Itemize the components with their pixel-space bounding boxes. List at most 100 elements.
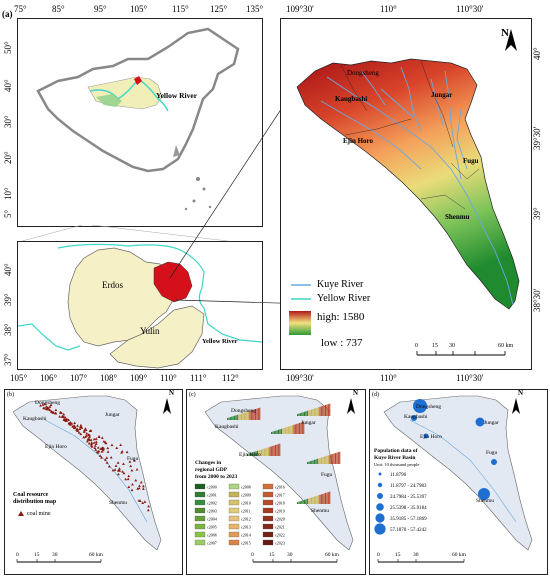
coal-mine-marker [130, 468, 134, 472]
legend-kuye-river: Kuye River [317, 279, 364, 290]
gdp-bar [302, 412, 304, 416]
coal-mine-marker [110, 443, 114, 447]
coal-mine-marker [98, 454, 102, 457]
gdp-bar [279, 443, 281, 456]
gdp-bar [319, 406, 321, 416]
legend-low: low : 737 [321, 337, 363, 349]
gdp-legend-label: c2020 [275, 517, 285, 522]
coal-mine-marker [67, 418, 71, 422]
lon-tick: 108° [100, 373, 118, 383]
gdp-bar [325, 493, 327, 504]
gdp-bar [236, 414, 238, 420]
gdp-bar [313, 496, 315, 504]
gdp-bar [312, 497, 314, 504]
gdp-bar [319, 457, 321, 464]
gdp-legend-swatch [228, 515, 240, 522]
china-yellow-river-label: Yellow River [156, 91, 198, 100]
lat-tick: 39°30' [532, 126, 542, 150]
coal-mine-marker [119, 443, 123, 447]
gdp-legend-swatch [262, 507, 274, 514]
coal-mine-marker [141, 501, 145, 505]
gdp-legend-label: c2005 [207, 525, 217, 530]
gdp-bar [246, 411, 248, 420]
coal-mine-marker [92, 437, 96, 441]
coal-mine-marker [118, 467, 121, 470]
gdp-legend-label: c2014 [241, 533, 251, 538]
dem-map-panel: Dongsheng Kaugbashi Jungar Ejin Horo Fug… [280, 18, 532, 370]
coal-mine-marker [77, 431, 81, 434]
coal-mine-marker [102, 446, 106, 450]
gdp-bar [333, 453, 335, 464]
pop-legend-symbol [374, 523, 386, 535]
gdp-legend-swatch [262, 539, 274, 546]
gdp-bar [314, 459, 316, 464]
coal-mine-marker [100, 436, 104, 439]
lat-tick: 37° [3, 353, 13, 366]
gdp-bar [231, 416, 233, 420]
gdp-legend-label: c2011 [241, 509, 251, 514]
scale-label: 30 [52, 552, 58, 558]
coal-mine-marker [49, 403, 53, 407]
gdp-bar [311, 409, 313, 416]
gdp-bar [248, 453, 250, 456]
coal-mine-marker [107, 465, 111, 468]
coal-mine-marker [65, 417, 69, 421]
gdp-bar [301, 412, 303, 416]
scale-label: 60 km [498, 343, 514, 349]
gdp-bar [294, 424, 296, 434]
gdp-bar [256, 408, 258, 420]
gdp-bar [251, 452, 253, 456]
gdp-bar [301, 422, 303, 434]
town-label: Ejin Horo [45, 444, 67, 450]
scale-label: 30 [449, 343, 455, 349]
gdp-bar [276, 444, 278, 456]
gdp-bar [301, 500, 303, 504]
gdp-legend-label: c2012 [241, 517, 251, 522]
coal-mine-marker [94, 448, 98, 451]
region-map-panel: Erdos Yulin Yellow River [17, 241, 263, 370]
gdp-bar [305, 411, 307, 416]
gdp-bar [339, 451, 341, 464]
north-label: N [353, 389, 359, 397]
gdp-bar [234, 415, 236, 420]
coal-mine-marker [76, 424, 79, 427]
coal-mine-marker [48, 405, 52, 408]
pop-legend-label: 24.7984 - 25.5397 [390, 495, 427, 500]
gdp-bar [329, 491, 331, 504]
pop-legend-label: 11.8797 - 24.7983 [390, 484, 427, 489]
lon-tick: 110° [160, 373, 177, 383]
pop-legend-label: 57.1870 - 57.4242 [390, 528, 427, 533]
coal-mine-marker [111, 468, 115, 472]
coal-legend-label: coal mine [27, 511, 51, 517]
gdp-bar [261, 449, 263, 456]
town-label: Ejin Horo [239, 452, 261, 458]
lat-tick: 40° [3, 79, 13, 92]
gdp-bar [256, 450, 258, 456]
gdp-bar [308, 461, 310, 464]
lon-tick: 110° [380, 373, 397, 383]
lat-tick: 5° [3, 209, 13, 218]
legend-high: high: 1580 [317, 311, 365, 323]
gdp-legend-swatch [228, 507, 240, 514]
lat-tick: 39° [532, 207, 542, 220]
panel-c-label: (c) [189, 392, 196, 398]
town-ejin-horo: Ejin Horo [343, 137, 374, 145]
gdp-title: Changes in [195, 460, 222, 466]
gdp-bar [249, 410, 251, 420]
coal-mine-marker [115, 446, 119, 450]
gdp-legend-label: c2008 [241, 485, 251, 490]
gdp-bar [278, 429, 280, 434]
coal-mine-marker [141, 484, 145, 488]
population-map: 11.8796 11.8797 - 24.7983 24.7984 - 25.539… [374, 395, 533, 563]
coal-mine-marker [85, 439, 89, 443]
gdp-bar [300, 422, 302, 434]
panel-d-label: (d) [372, 392, 379, 398]
coal-mine-marker [58, 415, 62, 418]
gdp-bar [322, 457, 324, 464]
gdp-bar [329, 403, 331, 416]
coal-mine-marker [103, 458, 107, 461]
gdp-bar [275, 445, 277, 456]
gdp-legend-label: c2016 [275, 485, 285, 490]
gdp-bar [276, 430, 278, 434]
lon-tick: 106° [40, 373, 58, 383]
